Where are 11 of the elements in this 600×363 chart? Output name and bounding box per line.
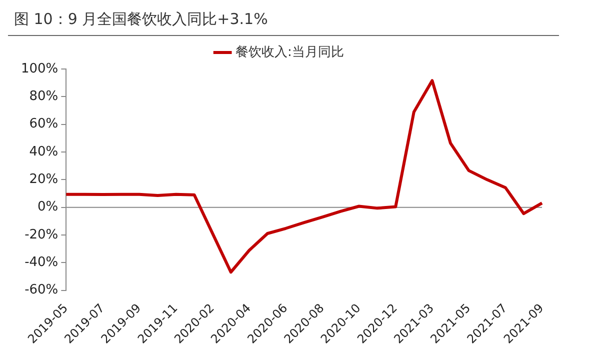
- y-tick-label: -40%: [24, 255, 58, 270]
- y-tick-label: -20%: [24, 227, 58, 242]
- y-tick-label: 60%: [29, 116, 58, 132]
- y-tick-label: 40%: [29, 144, 58, 160]
- y-tick-label: 0%: [38, 200, 58, 215]
- y-tick-label: 100%: [20, 61, 58, 76]
- legend-label: 餐饮收入:当月同比: [236, 44, 344, 60]
- y-tick-label: 20%: [29, 172, 58, 188]
- y-tick-label: 80%: [29, 89, 58, 104]
- chart-title: 图 10：9 月全国餐饮收入同比+3.1%: [8, 8, 559, 36]
- y-tick-label: -60%: [24, 282, 58, 298]
